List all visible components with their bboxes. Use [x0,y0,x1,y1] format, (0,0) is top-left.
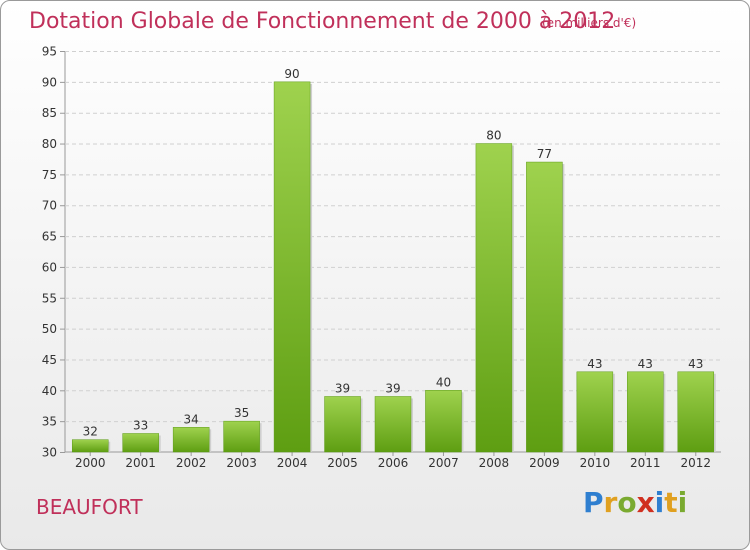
logo-letter: i [677,486,688,519]
bar-value-label: 43 [587,357,602,371]
x-tick-label: 2011 [630,456,661,470]
bar-value-label: 90 [284,67,299,81]
commune-name: BEAUFORT [36,495,143,519]
proxiti-logo: Proxiti [583,486,687,519]
bar [223,420,260,453]
bar-value-label: 32 [83,425,98,439]
y-tick-label: 75 [42,168,57,182]
bar-value-label: 80 [486,129,501,143]
bar [172,427,210,453]
logo-letter: o [617,486,637,519]
y-tick-label: 80 [42,137,57,151]
x-tick-label: 2012 [680,456,711,470]
y-tick-label: 65 [42,230,57,244]
bar [627,371,664,453]
x-tick-label: 2005 [327,456,358,470]
x-tick-label: 2004 [277,456,308,470]
logo-letter: r [603,486,618,519]
bar-value-label: 77 [537,147,552,161]
bar [374,396,412,453]
bar-value-label: 40 [436,375,451,389]
y-tick-label: 45 [42,353,57,367]
x-tick-label: 2000 [75,456,106,470]
y-tick-label: 55 [42,291,57,305]
bar [475,143,513,453]
y-tick-label: 70 [42,199,57,213]
y-tick-label: 95 [42,45,57,59]
x-tick-label: 2003 [226,456,257,470]
bar-value-label: 39 [335,381,350,395]
logo-letter: P [583,486,604,519]
bar-value-label: 33 [133,418,148,432]
x-tick-label: 2001 [125,456,156,470]
bar [324,396,361,453]
bar [526,161,563,453]
bar [71,439,109,453]
y-tick-label: 85 [42,106,57,120]
bar-value-label: 43 [688,357,703,371]
y-tick-label: 90 [42,75,57,89]
bar-value-label: 39 [385,381,400,395]
x-tick-label: 2007 [428,456,459,470]
bar-value-label: 34 [184,412,199,426]
x-tick-label: 2002 [176,456,207,470]
bar [425,390,462,453]
bar [122,433,159,453]
x-tick-label: 2010 [580,456,611,470]
bar [273,81,311,453]
chart-subtitle: (en milliers d'€) [542,16,637,30]
logo-letter: t [664,486,678,519]
bar [677,371,715,453]
y-tick-label: 30 [42,446,57,460]
y-tick-label: 60 [42,260,57,274]
x-tick-label: 2009 [529,456,560,470]
logo-letter: i [654,486,665,519]
chart-title: Dotation Globale de Fonctionnement de 20… [29,9,616,34]
logo-letter: x [636,486,655,519]
x-tick-label: 2008 [479,456,510,470]
y-tick-label: 50 [42,322,57,336]
y-tick-label: 35 [42,415,57,429]
bar [576,371,614,453]
x-tick-label: 2006 [378,456,409,470]
y-tick-label: 40 [42,384,57,398]
bar-value-label: 43 [638,357,653,371]
bar-value-label: 35 [234,406,249,420]
